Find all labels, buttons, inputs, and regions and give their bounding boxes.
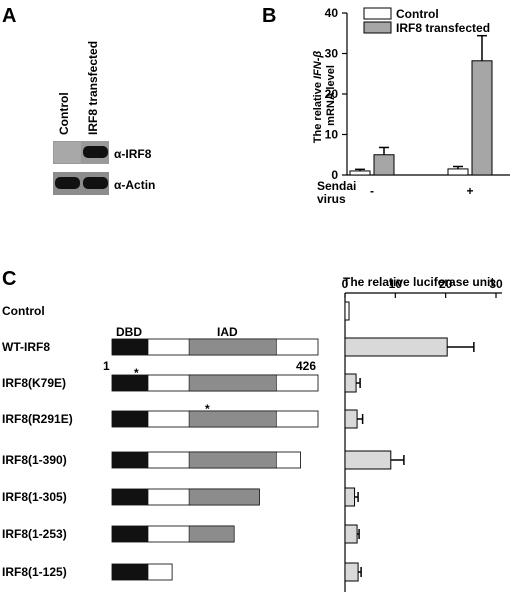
c-xtick-label: 30 (489, 277, 503, 291)
lane-label-irf8: IRF8 transfected (86, 41, 100, 135)
band-actin-control (55, 177, 80, 189)
construct-dbd (112, 339, 149, 355)
b-category-label: - (370, 184, 374, 198)
construct-dbd (112, 452, 149, 468)
construct-dbd (112, 411, 149, 427)
domain-label-dbd: DBD (116, 325, 142, 339)
construct-label: IRF8(R291E) (2, 412, 73, 426)
b-bar-irf8 (373, 154, 395, 176)
construct-iad (188, 338, 277, 356)
b-ylabel-italic: IFN-β (312, 51, 324, 79)
panel-b-label: B (262, 5, 276, 27)
c-bar (344, 450, 392, 470)
c-bar (344, 409, 358, 429)
c-bar (344, 524, 358, 544)
blot-irf8-control-lane (54, 142, 81, 163)
b-category-label: + (466, 184, 473, 198)
construct-iad (188, 410, 277, 428)
construct-label: IRF8(K79E) (2, 376, 66, 390)
construct-label: IRF8(1-125) (2, 565, 67, 579)
blot-label-actin: α-Actin (114, 178, 155, 192)
construct-iad (188, 525, 235, 543)
construct-label: IRF8(1-390) (2, 453, 67, 467)
residue-end: 426 (296, 359, 316, 373)
panel-a-label: A (2, 5, 16, 27)
b-ylabel-part: The relative (312, 79, 324, 143)
b-ytick-label: 20 (325, 87, 339, 101)
panel-c-constructs: DBD IAD 1 426 * * Control WT-IRF8 IRF8(K79… (2, 304, 319, 581)
domain-label-iad: IAD (217, 325, 238, 339)
construct-dbd (112, 489, 149, 505)
b-ylabel: The relative IFN-β mRNA level (312, 51, 337, 144)
construct-label: WT-IRF8 (2, 340, 50, 354)
c-bar (344, 487, 356, 507)
c-title: The relative luciferase unit (343, 275, 494, 289)
band-irf8-transfected (83, 146, 108, 158)
c-bar (344, 373, 357, 393)
c-bar (344, 301, 350, 321)
b-xlabel-line2: virus (317, 192, 346, 206)
c-bar (344, 337, 448, 357)
b-ylabel-part2: mRNA level (325, 65, 337, 129)
c-bar (344, 562, 359, 582)
lane-label-control: Control (57, 92, 71, 135)
construct-iad (188, 488, 260, 506)
c-xtick-label: 10 (389, 277, 403, 291)
band-actin-transfected (83, 177, 108, 189)
construct-label: Control (2, 304, 45, 318)
b-bar-control (349, 170, 371, 176)
b-ytick-label: 30 (325, 47, 339, 61)
panel-a: Control IRF8 transfected α-IRF8 α-Actin (53, 41, 155, 195)
b-ytick-label: 40 (325, 6, 339, 20)
construct-dbd (112, 526, 149, 542)
b-ytick-label: 10 (325, 128, 339, 142)
construct-iad (188, 374, 277, 392)
b-ytick-label: 0 (331, 168, 338, 182)
panel-b-chart: The relative IFN-β mRNA level Sendai vir… (312, 6, 510, 206)
b-bar-control (447, 168, 469, 176)
c-xtick-label: 0 (342, 277, 349, 291)
c-xtick-label: 20 (439, 277, 453, 291)
residue-start: 1 (103, 359, 110, 373)
b-legend-control: Control (396, 7, 439, 21)
construct-iad (188, 451, 277, 469)
mutation-marker-k79e: * (134, 366, 139, 380)
b-xlabel-line1: Sendai (317, 179, 356, 193)
b-legend-swatch-irf8 (363, 21, 392, 34)
construct-label: IRF8(1-305) (2, 490, 67, 504)
panel-c-chart: The relative luciferase unit 0 10 20 30 (342, 275, 503, 592)
blot-label-irf8: α-IRF8 (114, 147, 152, 161)
mutation-marker-r291e: * (205, 402, 210, 416)
b-legend-irf8: IRF8 transfected (396, 21, 490, 35)
b-legend-swatch-control (363, 7, 392, 20)
construct-dbd (112, 375, 149, 391)
construct-dbd (112, 564, 149, 580)
b-bar-irf8 (471, 60, 493, 176)
construct-label: IRF8(1-253) (2, 527, 67, 541)
panel-c-label: C (2, 268, 16, 290)
